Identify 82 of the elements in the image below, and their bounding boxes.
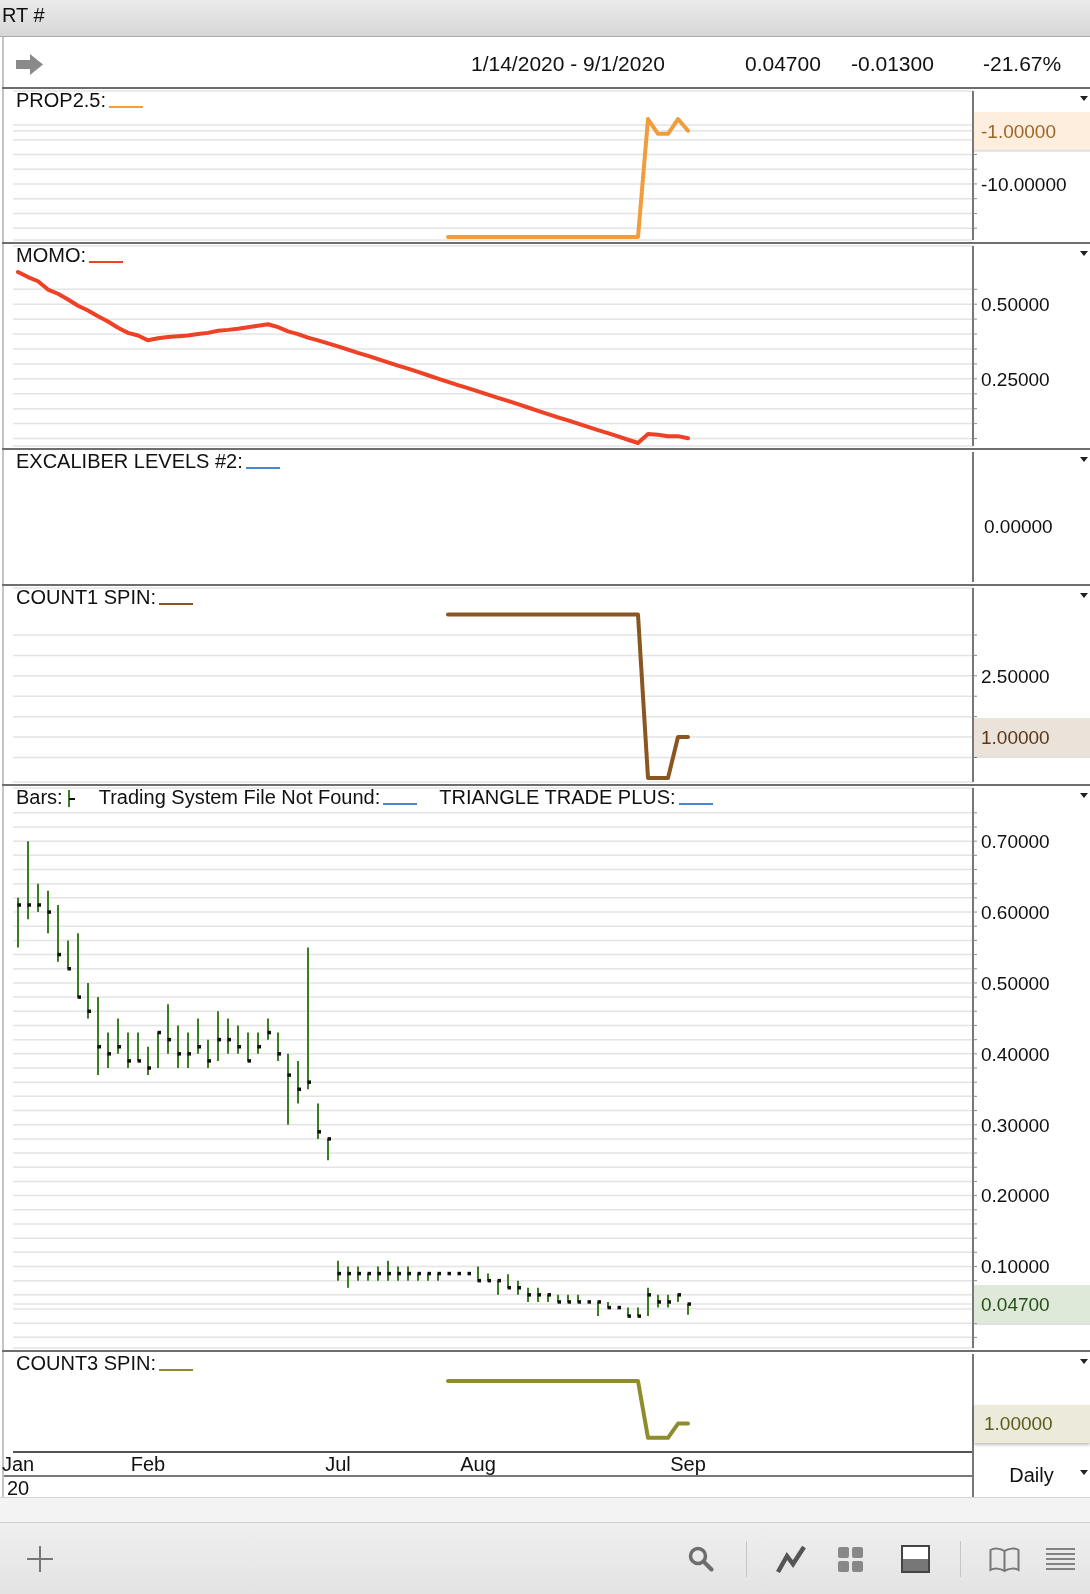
line-series: [446, 117, 690, 240]
bar: [87, 982, 89, 1019]
text: 0.00000: [984, 516, 1053, 538]
bar: [167, 1004, 169, 1054]
bar: [267, 1018, 269, 1040]
bar: [147, 1046, 149, 1076]
bar: [127, 1032, 129, 1068]
legend-label: Trading System File Not Found:: [98, 786, 381, 809]
bar: [207, 1039, 209, 1068]
text: -21.67%: [983, 52, 1062, 76]
text: 0.04700: [745, 52, 821, 76]
bar: [317, 1103, 319, 1139]
text: -0.01300: [851, 52, 934, 76]
y-tick-label: 0.25000: [981, 368, 1050, 390]
bar: [237, 1025, 239, 1054]
bar: [157, 1032, 159, 1068]
text: 20: [5, 1477, 31, 1500]
x-tick-label: Aug: [460, 1453, 496, 1476]
legend-label: Bars:: [16, 786, 63, 809]
bar: [227, 1018, 229, 1054]
bar: [287, 1053, 289, 1125]
bar: [407, 1266, 409, 1281]
bar: [387, 1260, 389, 1281]
y-tick-label: -10.00000: [981, 173, 1067, 195]
bar: [17, 897, 19, 948]
bar: [257, 1032, 259, 1054]
bar: [47, 890, 49, 934]
bar: [687, 1304, 689, 1315]
legend-label: PROP2.5:: [16, 89, 107, 112]
y-tick-label: 0.20000: [981, 1185, 1050, 1207]
bar: [507, 1274, 509, 1288]
bar: [477, 1266, 479, 1281]
bar: [247, 1032, 249, 1061]
bar: [337, 1260, 339, 1281]
legend-label: TRIANGLE TRADE PLUS:: [439, 786, 676, 809]
bar: [307, 947, 309, 1090]
legend-label: EXCALIBER LEVELS #2:: [16, 450, 243, 473]
bar: [37, 883, 39, 913]
y-tick-label: 0.50000: [981, 294, 1050, 316]
x-tick-label: Sep: [670, 1453, 706, 1476]
x-tick-label: Jul: [325, 1453, 351, 1476]
bar: [97, 997, 99, 1076]
bar: [67, 940, 69, 969]
bar: [137, 1032, 139, 1061]
y-tick-label: -1.00000: [981, 120, 1057, 142]
y-tick-label: 1.00000: [981, 726, 1050, 748]
bar: [57, 904, 59, 962]
chart-title: 1/14/2020 - 9/1/2020: [471, 52, 665, 76]
bar: [327, 1138, 329, 1161]
x-tick-label: Jan: [1, 1453, 35, 1476]
y-tick-label: 0.10000: [981, 1256, 1050, 1278]
bar: [117, 1018, 119, 1054]
x-tick-label: Feb: [130, 1453, 166, 1476]
text: RT #: [2, 4, 45, 27]
y-tick-label: 0.40000: [981, 1043, 1050, 1065]
bar: [187, 1032, 189, 1068]
bar: [377, 1266, 379, 1281]
bar: [277, 1032, 279, 1061]
text: Daily: [1008, 1464, 1055, 1487]
bar: [347, 1266, 349, 1288]
bar: [177, 1025, 179, 1068]
y-tick-label: 0.50000: [981, 972, 1050, 994]
bar: [297, 1060, 299, 1104]
bar: [107, 1032, 109, 1068]
y-tick-label: 0.04700: [981, 1293, 1050, 1315]
y-tick-label: 0.70000: [981, 831, 1050, 852]
bar: [397, 1266, 399, 1281]
y-tick-label: 0.30000: [981, 1114, 1050, 1136]
y-tick-label: 2.50000: [981, 665, 1050, 687]
bar: [217, 1011, 219, 1061]
bar: [27, 841, 29, 920]
legend-label: COUNT3 SPIN:: [16, 1352, 157, 1375]
legend-label: COUNT1 SPIN:: [16, 586, 157, 609]
bar: [197, 1018, 199, 1054]
bar: [77, 933, 79, 998]
y-tick-label: 0.60000: [981, 901, 1050, 923]
bar: [357, 1266, 359, 1281]
bar: [647, 1287, 649, 1317]
legend-label: MOMO:: [16, 244, 86, 267]
line-series: [16, 269, 690, 446]
bar: [497, 1280, 499, 1295]
bar: [597, 1301, 599, 1317]
